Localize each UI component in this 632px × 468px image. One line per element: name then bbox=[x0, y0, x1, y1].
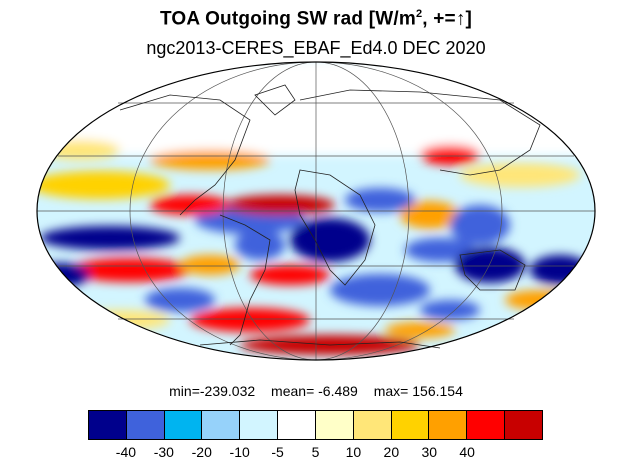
colorbar-tick-label: 10 bbox=[345, 444, 362, 460]
colorbar-swatch bbox=[353, 411, 392, 439]
plot-subtitle: ngc2013-CERES_EBAF_Ed4.0 DEC 2020 bbox=[146, 38, 486, 58]
map-border bbox=[36, 61, 596, 361]
colorbar-swatch bbox=[240, 411, 279, 439]
colorbar-swatch bbox=[278, 411, 316, 439]
statistics-line: min=-239.032 mean= -6.489 max= 156.154 bbox=[0, 383, 632, 399]
colorbar-swatch bbox=[164, 411, 203, 439]
plot-title: TOA Outgoing SW rad [W/m2, +=↑] bbox=[0, 8, 632, 30]
title-end: , +=↑] bbox=[422, 8, 473, 30]
title-main: TOA Outgoing SW rad [W/m bbox=[159, 8, 416, 30]
colorbar-ticks: -40 -30 -20 -10 -5 5 10 20 30 40 bbox=[88, 444, 543, 462]
colorbar-tick-label: 40 bbox=[459, 444, 475, 460]
colorbar-tick-label: 30 bbox=[421, 444, 438, 460]
stat-mean: mean= -6.489 bbox=[271, 383, 358, 399]
colorbar-swatch bbox=[467, 411, 506, 439]
colorbar-swatch bbox=[315, 411, 354, 439]
colorbar-swatch bbox=[429, 411, 468, 439]
colorbar-swatch bbox=[391, 411, 430, 439]
colorbar-tick-label: 5 bbox=[311, 444, 320, 460]
colorbar-swatch bbox=[126, 411, 165, 439]
coastlines bbox=[119, 84, 541, 349]
title-superscript: 2 bbox=[415, 8, 423, 20]
colorbar-tick-label: -30 bbox=[153, 444, 174, 460]
colorbar bbox=[88, 410, 543, 440]
colorbar-tick-label: -20 bbox=[191, 444, 212, 460]
colorbar-tick-label: -5 bbox=[271, 444, 284, 460]
stat-min: min=-239.032 bbox=[169, 383, 256, 399]
colorbar-tick-label: -10 bbox=[229, 444, 250, 460]
colorbar-swatch bbox=[89, 411, 127, 439]
colorbar-swatch bbox=[202, 411, 241, 439]
colorbar-swatch bbox=[505, 411, 542, 439]
stat-max: max= 156.154 bbox=[373, 383, 463, 399]
colorbar-tick-label: -40 bbox=[115, 444, 137, 460]
colorbar-tick-label: 20 bbox=[383, 444, 400, 460]
